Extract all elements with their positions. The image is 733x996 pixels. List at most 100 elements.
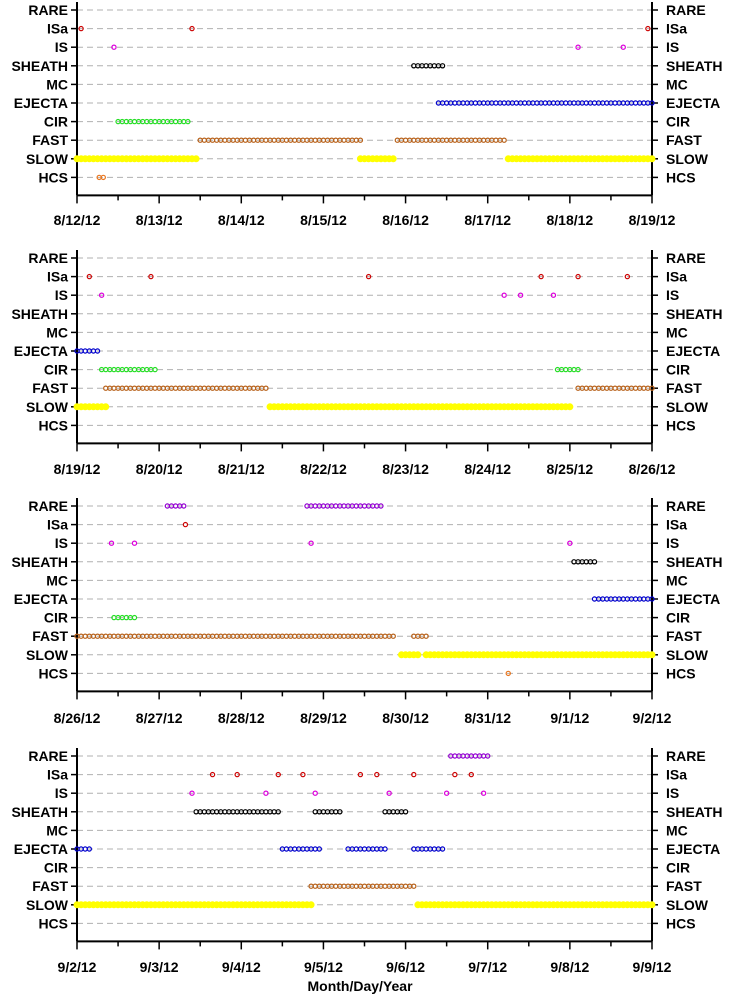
y-label-right-mc: MC — [666, 324, 688, 340]
series-is — [108, 540, 573, 546]
chart-panel-1: RARE RARE ISa ISa IS IS SHEATH SHEATH MC MC EJECTA… — [11, 2, 723, 228]
y-label-right-sheath: SHEATH — [666, 554, 723, 570]
data-point-isa — [86, 273, 93, 280]
data-point-isa — [78, 25, 84, 32]
y-label-left-slow: SLOW — [26, 399, 69, 415]
data-point-is — [550, 292, 557, 298]
y-label-right-slow: SLOW — [666, 647, 709, 663]
data-point-is — [131, 540, 138, 546]
series-ejecta — [435, 100, 655, 106]
data-point-isa — [374, 771, 380, 778]
y-label-right-hcs: HCS — [666, 915, 696, 931]
x-tick-label: 8/12/12 — [54, 212, 101, 228]
y-label-right-fast: FAST — [666, 878, 702, 894]
data-point-ejecta — [316, 846, 323, 852]
data-point-isa — [182, 521, 189, 528]
data-point-is — [517, 292, 524, 298]
y-label-right-rare: RARE — [666, 748, 706, 764]
data-point-ejecta — [439, 846, 446, 852]
y-label-left-mc: MC — [46, 572, 68, 588]
data-point-fast — [649, 385, 655, 391]
series-fast — [308, 883, 417, 889]
y-label-left-ejecta: EJECTA — [14, 95, 68, 111]
data-point-slow — [389, 155, 397, 163]
series-fast — [103, 385, 655, 391]
y-label-right-ejecta: EJECTA — [666, 591, 720, 607]
data-point-hcs — [505, 670, 511, 677]
data-point-isa — [624, 273, 631, 280]
y-label-left-isa: ISa — [47, 269, 68, 285]
y-label-right-slow: SLOW — [666, 399, 709, 415]
data-point-ejecta — [649, 596, 655, 602]
y-label-left-hcs: HCS — [38, 665, 68, 681]
series-slow — [73, 901, 656, 909]
y-label-left-isa: ISa — [47, 767, 68, 783]
y-label-left-mc: MC — [46, 324, 68, 340]
chart-panel-3: RARE RARE ISa ISa IS IS SHEATH SHEATH MC MC EJECTA… — [11, 498, 723, 726]
y-label-left-ejecta: EJECTA — [14, 343, 68, 359]
series-sheath — [411, 63, 446, 69]
series-hcs — [505, 670, 511, 677]
x-tick-label: 8/22/12 — [300, 461, 347, 477]
data-point-cir — [575, 366, 581, 373]
series-cir — [115, 118, 191, 125]
data-point-ejecta — [382, 846, 388, 852]
y-label-left-fast: FAST — [32, 380, 68, 396]
x-tick-label: 9/4/12 — [222, 959, 261, 975]
data-point-ejecta — [649, 100, 655, 106]
data-point-sheath — [275, 809, 281, 815]
data-point-fast — [263, 385, 269, 391]
y-label-right-sheath: SHEATH — [666, 804, 723, 820]
x-tick-label: 8/24/12 — [464, 461, 511, 477]
data-point-sheath — [591, 559, 598, 565]
data-point-is — [575, 44, 581, 50]
series-slow — [73, 155, 656, 163]
x-tick-label: 8/15/12 — [300, 212, 347, 228]
x-tick-label: 9/1/12 — [550, 710, 589, 726]
x-tick-label: 8/17/12 — [464, 212, 511, 228]
y-label-right-sheath: SHEATH — [666, 306, 723, 322]
x-tick-label: 8/30/12 — [382, 710, 429, 726]
y-label-right-cir: CIR — [666, 114, 690, 130]
x-tick-label: 8/26/12 — [629, 461, 676, 477]
data-point-ejecta — [86, 846, 93, 852]
y-label-right-fast: FAST — [666, 380, 702, 396]
chart-panel-2: RARE RARE ISa ISa IS IS SHEATH SHEATH MC MC EJECTA… — [11, 250, 723, 477]
y-label-right-cir: CIR — [666, 610, 690, 626]
y-label-right-fast: FAST — [666, 132, 702, 148]
x-tick-label: 8/19/12 — [629, 212, 676, 228]
x-tick-label: 8/20/12 — [136, 461, 183, 477]
y-label-left-cir: CIR — [44, 860, 68, 876]
y-label-left-sheath: SHEATH — [11, 58, 68, 74]
y-label-left-sheath: SHEATH — [11, 306, 68, 322]
data-point-is — [108, 540, 115, 546]
y-label-left-isa: ISa — [47, 21, 68, 37]
x-tick-label: 8/27/12 — [136, 710, 183, 726]
data-point-isa — [275, 771, 281, 778]
data-point-rare — [378, 503, 384, 509]
data-point-is — [443, 790, 450, 796]
y-label-left-fast: FAST — [32, 628, 68, 644]
y-label-right-rare: RARE — [666, 2, 706, 18]
y-label-right-fast: FAST — [666, 628, 702, 644]
y-label-right-mc: MC — [666, 572, 688, 588]
series-cir — [111, 614, 138, 621]
x-tick-label: 8/29/12 — [300, 710, 347, 726]
data-point-fast — [357, 137, 364, 143]
data-point-isa — [645, 25, 651, 32]
y-label-left-rare: RARE — [28, 748, 68, 764]
data-point-isa — [357, 771, 364, 778]
y-label-right-isa: ISa — [666, 517, 687, 533]
data-point-fast — [423, 633, 429, 639]
y-label-right-mc: MC — [666, 822, 688, 838]
data-point-isa — [209, 771, 216, 778]
x-tick-label: 9/3/12 — [140, 959, 179, 975]
data-point-isa — [538, 273, 544, 280]
y-label-left-sheath: SHEATH — [11, 804, 68, 820]
data-point-cir — [185, 118, 191, 125]
data-point-cir — [152, 366, 158, 373]
y-label-right-hcs: HCS — [666, 417, 696, 433]
series-slow — [73, 403, 574, 411]
y-label-left-rare: RARE — [28, 498, 68, 514]
y-label-left-cir: CIR — [44, 114, 68, 130]
